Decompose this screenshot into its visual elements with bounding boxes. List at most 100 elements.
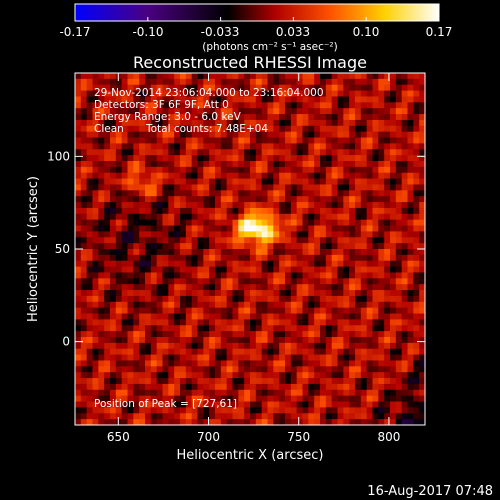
heatmap-cell [203, 202, 210, 209]
heatmap-cell [226, 125, 234, 133]
heatmap-cell [267, 325, 274, 332]
heatmap-cell [232, 243, 239, 250]
heatmap-cell [372, 114, 379, 121]
heatmap-cell [395, 342, 403, 350]
heatmap-cell [127, 178, 134, 186]
heatmap-cell [180, 196, 187, 203]
heatmap-cell [139, 295, 146, 303]
heatmap-cell [261, 249, 269, 256]
heatmap-cell [366, 301, 374, 309]
heatmap-cell [325, 348, 333, 356]
heatmap-cell [308, 237, 315, 244]
heatmap-cell [133, 202, 140, 209]
heatmap-cell [296, 96, 304, 103]
heatmap-cell [209, 419, 216, 425]
heatmap-cell [366, 419, 374, 425]
heatmap-cell [302, 237, 309, 244]
heatmap-cell [325, 360, 333, 367]
heatmap-cell [174, 407, 181, 414]
heatmap-cell [110, 407, 117, 414]
heatmap-cell [390, 190, 397, 197]
heatmap-cell [75, 131, 82, 139]
heatmap-cell [360, 360, 368, 367]
heatmap-cell [285, 219, 292, 227]
heatmap-cell [168, 125, 175, 133]
heatmap-cell [261, 243, 269, 250]
heatmap-cell [355, 184, 362, 191]
heatmap-cell [86, 378, 94, 385]
heatmap-cell [156, 307, 164, 315]
heatmap-cell [156, 131, 164, 139]
heatmap-cell [127, 161, 134, 168]
heatmap-cell [185, 73, 193, 80]
heatmap-cell [413, 219, 420, 227]
heatmap-cell [360, 319, 368, 326]
heatmap-cell [191, 90, 199, 98]
heatmap-cell [215, 360, 222, 367]
heatmap-cell [395, 254, 403, 262]
heatmap-cell [314, 301, 321, 309]
heatmap-cell [290, 295, 298, 303]
heatmap-cell [273, 119, 280, 127]
heatmap-cell [261, 119, 269, 127]
heatmap-cell [401, 149, 409, 156]
heatmap-cell [238, 407, 245, 414]
heatmap-cell [185, 178, 193, 186]
heatmap-cell [250, 155, 257, 162]
heatmap-cell [261, 125, 269, 133]
footer-date: 16-Aug-2017 07:48 [367, 484, 493, 499]
heatmap-cell [290, 231, 298, 238]
heatmap-cell [162, 78, 169, 86]
heatmap-cell [355, 237, 362, 244]
heatmap-cell [320, 137, 327, 144]
heatmap-cell [98, 395, 105, 403]
heatmap-cell [349, 395, 356, 403]
heatmap-cell [337, 131, 344, 139]
heatmap-cell [220, 372, 228, 379]
heatmap-cell [162, 149, 169, 156]
heatmap-cell [139, 207, 146, 215]
heatmap-cell [232, 301, 239, 309]
heatmap-cell [139, 337, 146, 344]
heatmap-cell [104, 190, 111, 197]
heatmap-cell [360, 249, 368, 256]
heatmap-cell [337, 307, 344, 315]
heatmap-cell [378, 202, 385, 209]
heatmap-cell [133, 295, 140, 303]
heatmap-cell [355, 196, 362, 203]
heatmap-cell [390, 401, 397, 408]
heatmap-cell [407, 419, 414, 425]
heatmap-cell [302, 301, 309, 309]
heatmap-cell [92, 419, 99, 425]
heatmap-cell [215, 237, 222, 244]
heatmap-cell [127, 407, 134, 414]
heatmap-cell [238, 108, 245, 115]
heatmap-cell [255, 84, 263, 92]
heatmap-cell [92, 78, 99, 86]
heatmap-cell [203, 290, 210, 297]
heatmap-cell [407, 378, 414, 385]
heatmap-cell [226, 207, 234, 215]
heatmap-cell [302, 366, 309, 373]
heatmap-cell [115, 184, 123, 191]
heatmap-cell [273, 337, 280, 344]
heatmap-cell [238, 366, 245, 373]
heatmap-cell [401, 337, 409, 344]
heatmap-cell [220, 143, 228, 150]
heatmap-cell [209, 225, 216, 232]
heatmap-cell [80, 184, 88, 191]
heatmap-cell [413, 190, 420, 197]
heatmap-cell [384, 284, 391, 291]
heatmap-cell [308, 419, 315, 425]
heatmap-cell [349, 383, 356, 391]
heatmap-cell [302, 331, 309, 338]
heatmap-cell [80, 78, 88, 86]
heatmap-cell [127, 155, 134, 162]
heatmap-cell [209, 190, 216, 197]
heatmap-cell [215, 378, 222, 385]
heatmap-cell [168, 243, 175, 250]
heatmap-cell [401, 207, 409, 215]
heatmap-cell [80, 383, 88, 391]
heatmap-cell [343, 143, 350, 150]
heatmap-cell [378, 143, 385, 150]
